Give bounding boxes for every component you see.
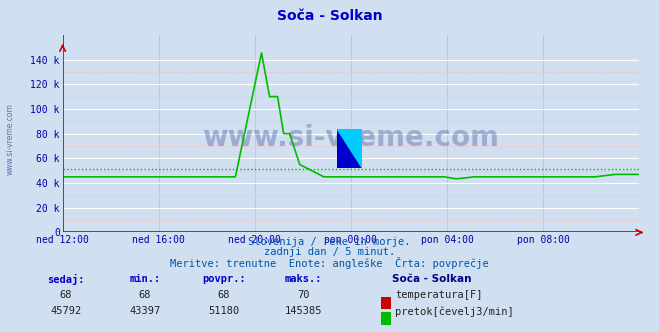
Polygon shape xyxy=(337,129,362,168)
Text: sedaj:: sedaj: xyxy=(47,274,84,285)
Text: maks.:: maks.: xyxy=(285,274,322,284)
Text: 68: 68 xyxy=(218,290,230,300)
Text: 43397: 43397 xyxy=(129,306,161,316)
Text: Slovenija / reke in morje.: Slovenija / reke in morje. xyxy=(248,237,411,247)
Text: 68: 68 xyxy=(139,290,151,300)
Text: 45792: 45792 xyxy=(50,306,82,316)
Text: 68: 68 xyxy=(60,290,72,300)
Text: www.si-vreme.com: www.si-vreme.com xyxy=(5,104,14,175)
Polygon shape xyxy=(337,129,362,168)
Text: 51180: 51180 xyxy=(208,306,240,316)
Text: min.:: min.: xyxy=(129,274,161,284)
Text: Meritve: trenutne  Enote: angleške  Črta: povprečje: Meritve: trenutne Enote: angleške Črta: … xyxy=(170,257,489,269)
Text: Soča - Solkan: Soča - Solkan xyxy=(277,9,382,23)
Text: 145385: 145385 xyxy=(285,306,322,316)
Text: Soča - Solkan: Soča - Solkan xyxy=(392,274,472,284)
Text: 70: 70 xyxy=(297,290,309,300)
Text: pretok[čevelj3/min]: pretok[čevelj3/min] xyxy=(395,306,514,317)
Text: www.si-vreme.com: www.si-vreme.com xyxy=(202,124,500,152)
Text: temperatura[F]: temperatura[F] xyxy=(395,290,483,300)
Text: povpr.:: povpr.: xyxy=(202,274,246,284)
Text: zadnji dan / 5 minut.: zadnji dan / 5 minut. xyxy=(264,247,395,257)
